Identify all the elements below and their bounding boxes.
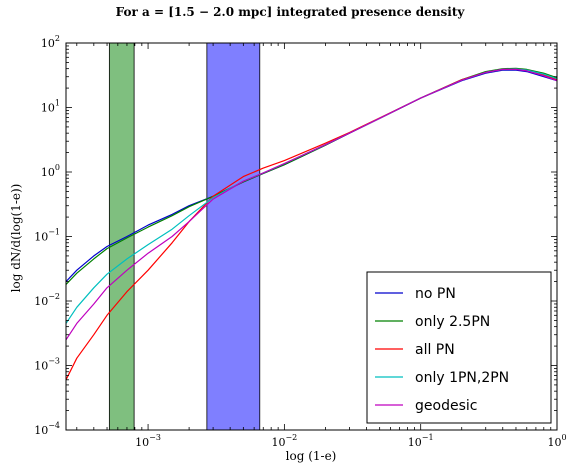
y-axis-label: log dN/d(log(1-e)) [9, 184, 23, 293]
x-tick-label: 10−1 [408, 433, 434, 449]
x-axis-label: log (1-e) [286, 449, 337, 463]
y-tick-label: 10−3 [34, 357, 60, 373]
y-tick-label: 100 [41, 163, 60, 179]
ticks-layer: 10−3 10−2 10−1 100 10−4 10−3 10−2 10−1 100 101 102 [34, 34, 566, 449]
series-layer [66, 67, 557, 381]
shaded-band-2 [206, 42, 261, 431]
chart-title: For a = [1.5 − 2.0 mpc] integrated prese… [116, 5, 466, 19]
legend-label: no PN [415, 286, 456, 302]
series-line-5 [66, 68, 557, 341]
legend-label: all PN [415, 342, 455, 358]
x-tick-label: 100 [547, 433, 566, 449]
legend: no PN only 2.5PN all PN only 1PN,2PN geodesi… [366, 271, 552, 424]
series-line-2 [66, 67, 557, 285]
y-tick-label: 10−1 [34, 228, 60, 244]
x-tick-label: 10−2 [271, 433, 297, 449]
bands-layer [108, 42, 261, 431]
x-tick-label: 10−3 [135, 433, 161, 449]
legend-label: only 2.5PN [415, 314, 490, 330]
y-tick-label: 10−4 [34, 421, 60, 437]
legend-label: geodesic [415, 398, 477, 414]
y-tick-label: 101 [41, 99, 60, 115]
legend-box [366, 271, 552, 424]
y-tick-label: 10−2 [34, 292, 60, 308]
y-tick-label: 102 [41, 34, 60, 50]
legend-label: only 1PN,2PN [415, 370, 509, 386]
